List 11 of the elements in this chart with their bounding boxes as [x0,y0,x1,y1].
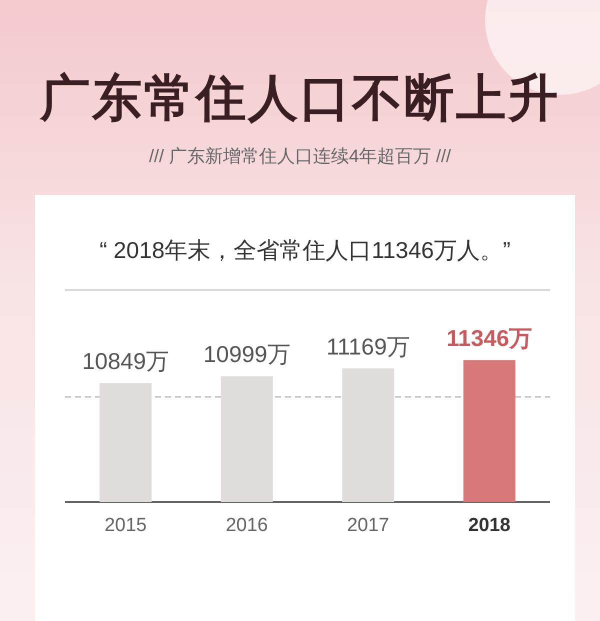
data-label: 11169万 [326,333,410,360]
chart-subtitle: /// 广东新增常住人口连续4年超百万 /// [148,146,452,166]
data-label: 10999万 [203,341,290,368]
x-tick-label: 2018 [468,515,511,536]
x-tick-label: 2015 [104,515,147,536]
x-tick-label: 2017 [346,515,390,536]
text: “ 2018年末，全省常住人口11346万人。” [99,237,511,263]
data-label: 10849万 [82,348,170,374]
x-tick-label: 2016 [226,515,268,536]
chart-title: 广东常住人口不断上升 [39,70,560,126]
data-label: 11346万 [446,325,532,352]
